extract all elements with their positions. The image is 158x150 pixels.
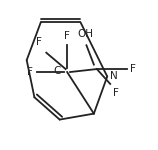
Text: F: F: [27, 67, 33, 77]
Text: C: C: [54, 66, 61, 76]
Text: OH: OH: [77, 29, 93, 39]
Text: F: F: [36, 37, 42, 47]
Text: F: F: [64, 31, 70, 41]
Text: F: F: [113, 88, 119, 98]
Text: F: F: [130, 64, 135, 74]
Text: N: N: [110, 72, 118, 81]
